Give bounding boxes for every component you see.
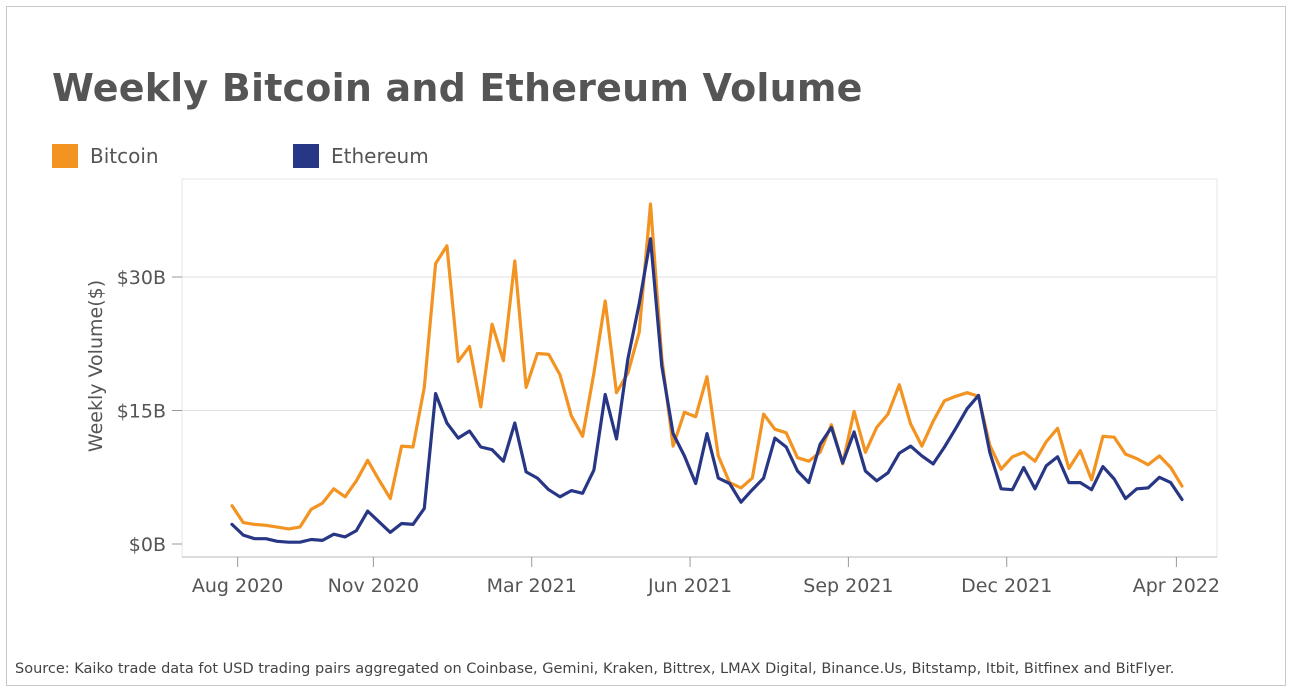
x-tick-label: Apr 2022 (1133, 575, 1220, 597)
legend-item-ethereum[interactable]: Ethereum (293, 144, 429, 168)
series-line-ethereum (230, 237, 1184, 544)
x-tick-label: Sep 2021 (803, 575, 893, 597)
legend-label-ethereum: Ethereum (331, 144, 429, 168)
y-axis-label: Weekly Volume($) (85, 280, 107, 452)
legend-label-bitcoin: Bitcoin (90, 144, 159, 168)
source-note: Source: Kaiko trade data fot USD trading… (15, 661, 1175, 677)
x-axis-ticks: Aug 2020 Nov 2020 Mar 2021 Jun 2021 Sep 2021… (192, 557, 1220, 597)
x-tick-label: Jun 2021 (647, 575, 732, 597)
y-tick-label: $15B (117, 401, 166, 423)
y-tick-label: $30B (117, 267, 166, 289)
chart-frame (6, 6, 1286, 686)
legend-swatch-bitcoin (52, 144, 78, 168)
series-lines (230, 202, 1184, 544)
x-tick-label: Nov 2020 (328, 575, 419, 597)
y-axis-ticks: $0B $15B $30B (117, 267, 182, 556)
legend-swatch-ethereum (293, 144, 319, 168)
legend-item-bitcoin[interactable]: Bitcoin (52, 144, 159, 168)
axes: Weekly Volume($) (85, 280, 1217, 558)
x-tick-label: Dec 2021 (961, 575, 1052, 597)
x-tick-label: Aug 2020 (192, 575, 284, 597)
plot-area-border (181, 178, 1218, 558)
chart-title: Weekly Bitcoin and Ethereum Volume (52, 66, 863, 110)
grid-lines (182, 276, 1217, 411)
y-tick-label: $0B (129, 534, 166, 556)
x-tick-label: Mar 2021 (487, 575, 577, 597)
series-line-bitcoin (230, 202, 1184, 531)
